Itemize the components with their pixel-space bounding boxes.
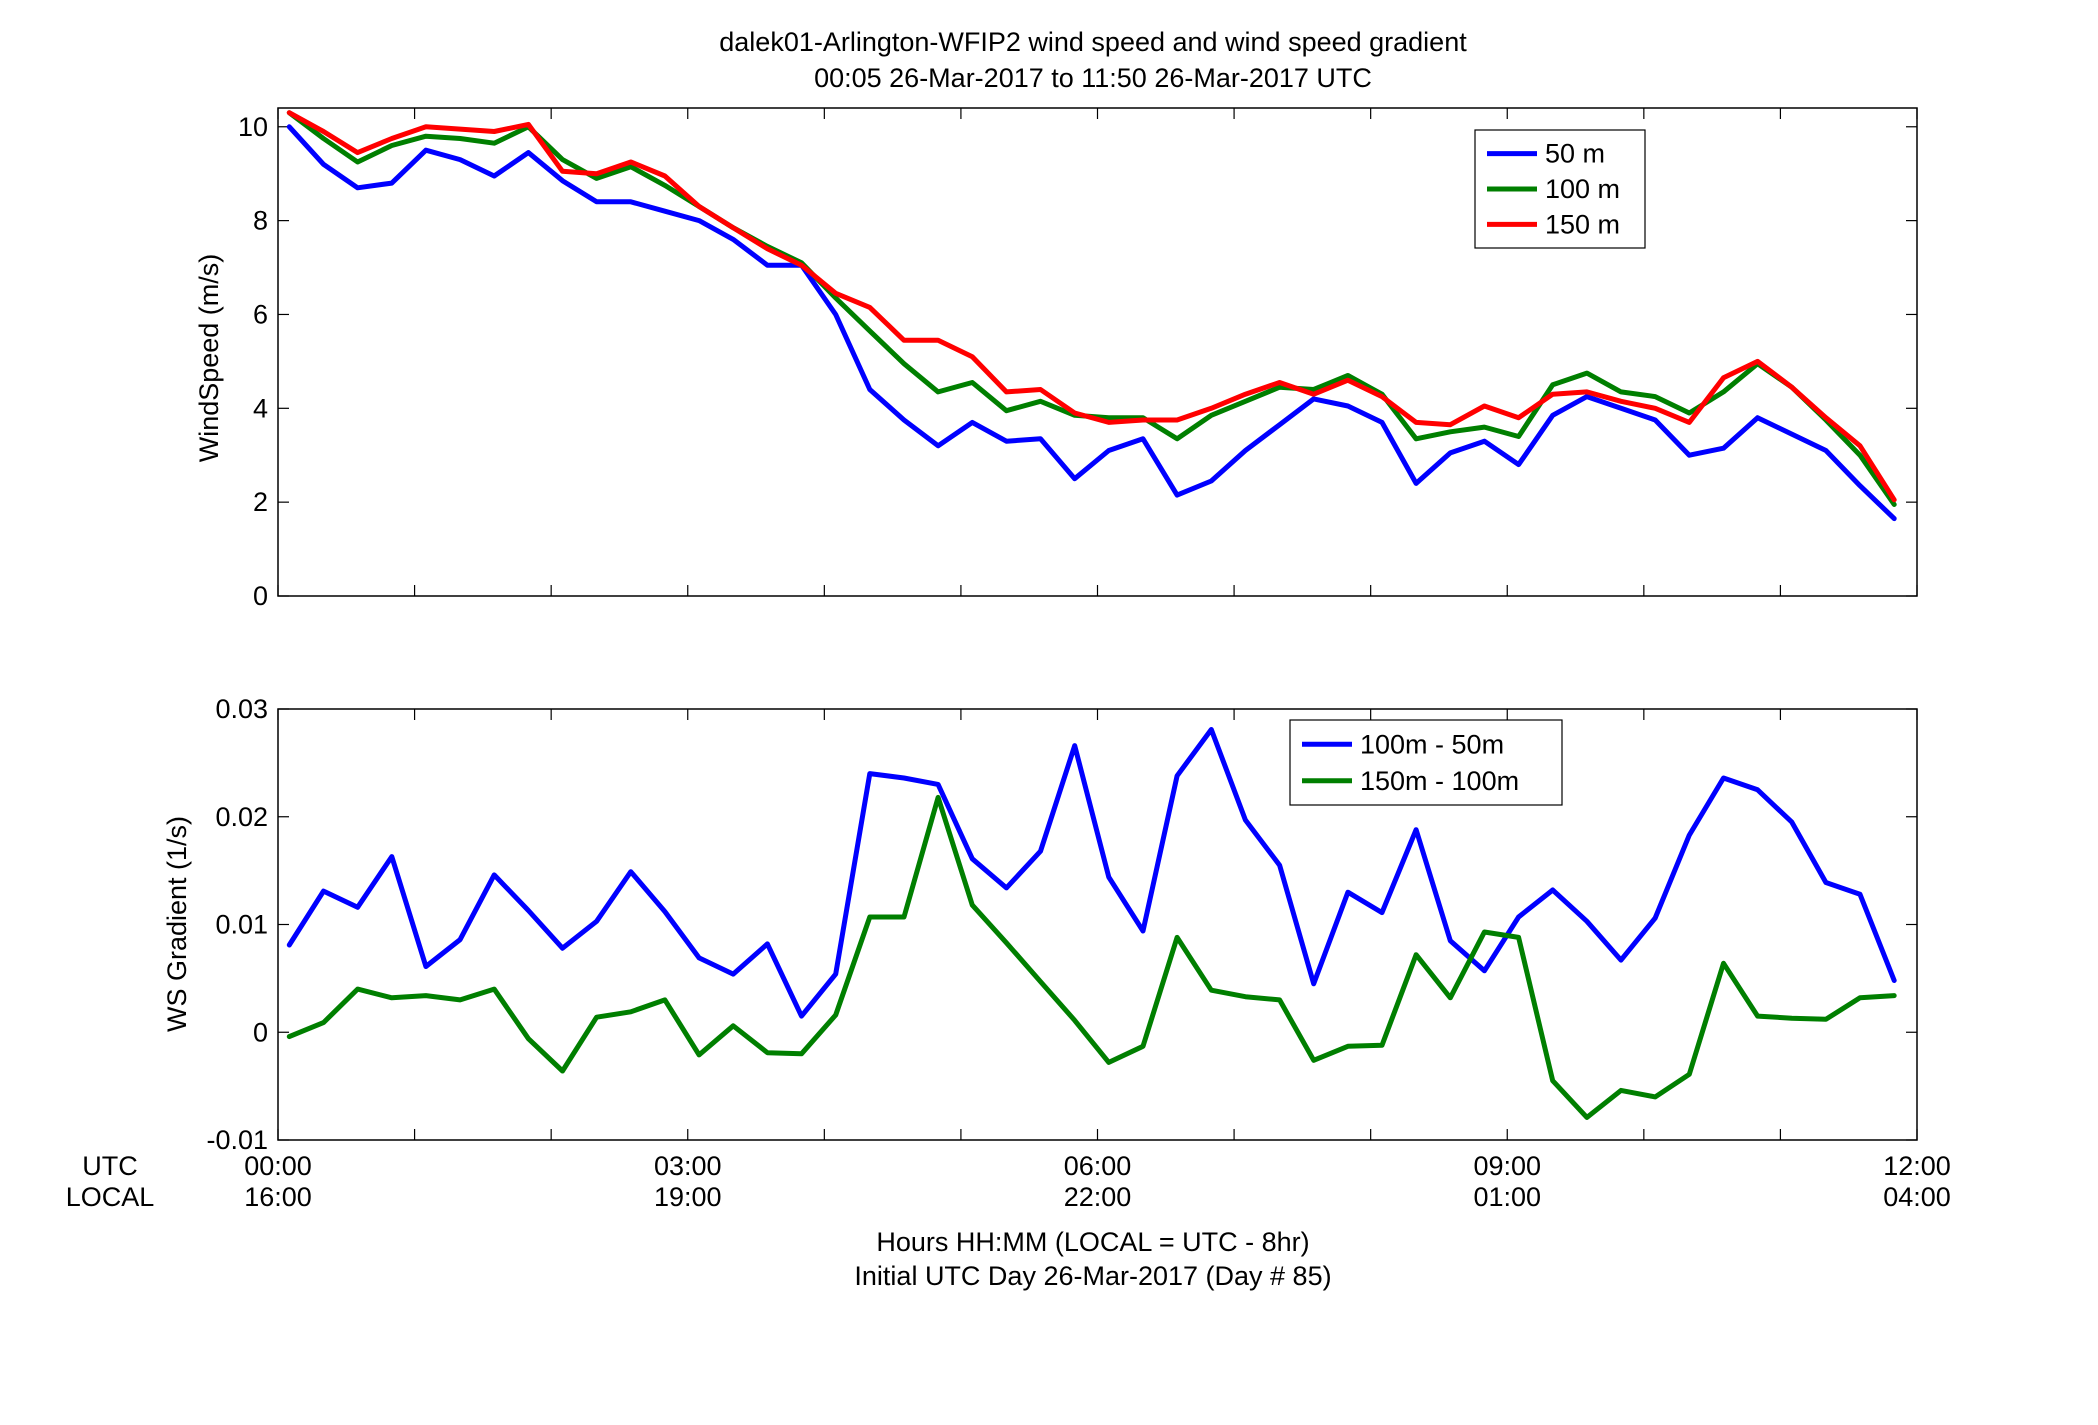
series-line-2 [286,794,1897,1120]
chart-title-line2: 00:05 26-Mar-2017 to 11:50 26-Mar-2017 U… [814,63,1372,93]
x-tick-label-utc: 09:00 [1473,1151,1541,1181]
series-line-1 [286,124,1897,522]
x-row-label-local: LOCAL [66,1182,155,1212]
x-tick-label-utc: 06:00 [1064,1151,1132,1181]
y-tick-label: 0 [253,581,268,611]
legend-label: 150m - 100m [1360,766,1519,796]
gradient-plot-box [277,708,1918,1141]
y-tick-label: 4 [253,393,268,423]
windspeed-plot-box [277,107,1918,597]
y-tick-label: 0.02 [215,802,268,832]
x-tick-label-utc: 12:00 [1883,1151,1951,1181]
gradient-axes: WS Gradient (1/s) -0.01 0 0.01 0.02 0.03 100… [162,694,1918,1155]
legend-label: 100 m [1545,174,1620,204]
legend-label: 100m - 50m [1360,729,1504,759]
series-line-3 [286,110,1897,503]
y-tick-label: 0 [253,1017,268,1047]
x-tick-label-local: 04:00 [1883,1182,1951,1212]
gradient-legend: 100m - 50m 150m - 100m [1289,719,1563,806]
y-tick-label: -0.01 [206,1125,268,1155]
x-tick-label-local: 16:00 [244,1182,312,1212]
y-tick-label: 8 [253,206,268,236]
x-row-label-utc: UTC [82,1151,138,1181]
legend-label: 150 m [1545,209,1620,239]
x-tick-label-local: 22:00 [1064,1182,1132,1212]
x-axis-label-line1: Hours HH:MM (LOCAL = UTC - 8hr) [876,1227,1309,1257]
y-tick-label: 0.03 [215,694,268,724]
windspeed-legend: 50 m 100 m 150 m [1474,129,1646,249]
x-tick-label-local: 19:00 [654,1182,722,1212]
x-tick-label-utc: 00:00 [244,1151,312,1181]
y-tick-label: 6 [253,299,268,329]
x-axis-label-line2: Initial UTC Day 26-Mar-2017 (Day # 85) [854,1261,1331,1291]
x-tick-label-utc: 03:00 [654,1151,722,1181]
y-tick-label: 10 [238,112,268,142]
chart-title-line1: dalek01-Arlington-WFIP2 wind speed and w… [719,27,1467,57]
legend-box [1289,719,1563,806]
windspeed-axes: WindSpeed (m/s) 0 2 4 6 8 10 50 m 100 m 150 m [194,107,1918,611]
gradient-ylabel: WS Gradient (1/s) [162,816,192,1032]
legend-label: 50 m [1545,139,1605,169]
series-line-2 [286,110,1897,507]
y-tick-label: 0.01 [215,910,268,940]
windspeed-ylabel: WindSpeed (m/s) [194,254,224,463]
y-tick-label: 2 [253,487,268,517]
series-line-1 [286,727,1897,1019]
x-tick-label-local: 01:00 [1473,1182,1541,1212]
